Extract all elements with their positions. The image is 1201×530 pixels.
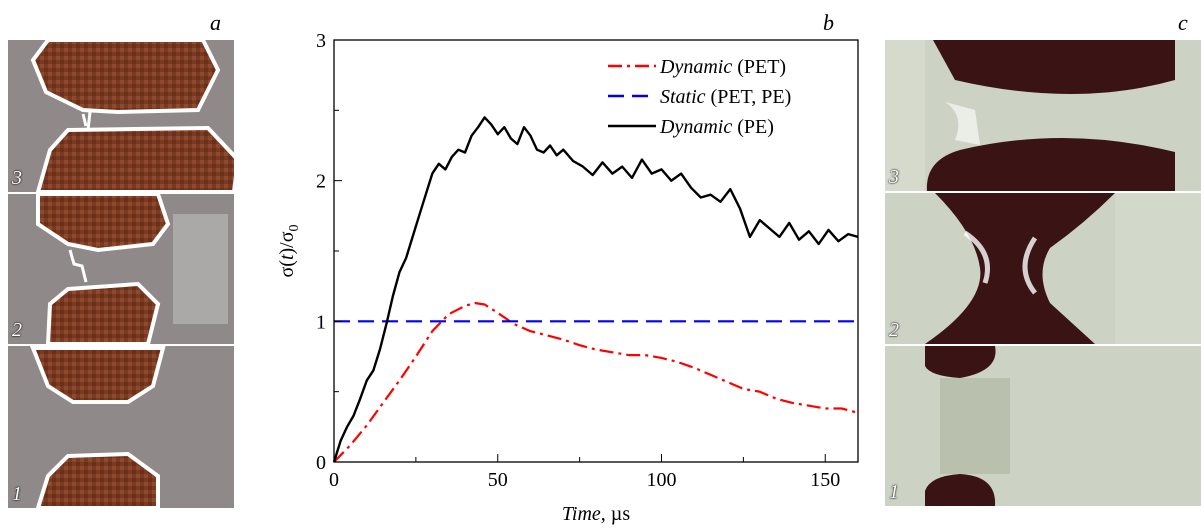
panel-label-c: c <box>1178 10 1188 35</box>
film-specimen-image <box>885 193 1201 344</box>
film-specimen-image <box>885 40 1201 191</box>
x-tick-label: 0 <box>329 469 339 491</box>
x-tick-label: 150 <box>810 469 840 491</box>
panel-c-frame-1: 1 <box>885 346 1201 506</box>
series-line-0 <box>333 301 859 463</box>
y-tick-label: 3 <box>316 30 326 52</box>
frame-number: 2 <box>12 319 22 341</box>
panel-a-frame-1: 1 <box>8 346 234 508</box>
y-axis-label: σ(t)/σ0 <box>276 224 302 277</box>
legend-label: Dynamic (PE) <box>659 116 774 138</box>
x-tick-label: 50 <box>488 469 508 491</box>
frame-number: 1 <box>889 481 899 503</box>
panel-a-frame-2: 2 <box>8 194 234 344</box>
plot-frame <box>333 39 859 463</box>
fabric-specimen-image <box>8 40 234 192</box>
y-tick-label: 2 <box>316 171 326 193</box>
frame-number: 3 <box>12 167 22 189</box>
fabric-specimen-image <box>8 194 234 344</box>
panel-c-frame-3: 3 <box>885 40 1201 191</box>
legend-label: Static (PET, PE) <box>660 86 791 108</box>
panel-c-frame-2: 2 <box>885 193 1201 344</box>
x-axis-label: Time, µs <box>562 503 630 525</box>
frame-number: 3 <box>889 166 899 188</box>
film-specimen-image <box>885 346 1201 506</box>
x-tick-label: 100 <box>647 469 677 491</box>
frame-number: 2 <box>889 319 899 341</box>
fabric-specimen-image <box>8 346 234 508</box>
panel-label-a: a <box>210 10 221 35</box>
series-line-2 <box>332 116 859 463</box>
legend-label: Dynamic (PET) <box>659 56 786 78</box>
panel-a-frame-3: 3 <box>8 40 234 192</box>
y-tick-label: 0 <box>316 452 326 474</box>
panel-label-b: b <box>823 10 834 35</box>
y-tick-label: 1 <box>316 311 326 333</box>
frame-number: 1 <box>12 483 22 505</box>
